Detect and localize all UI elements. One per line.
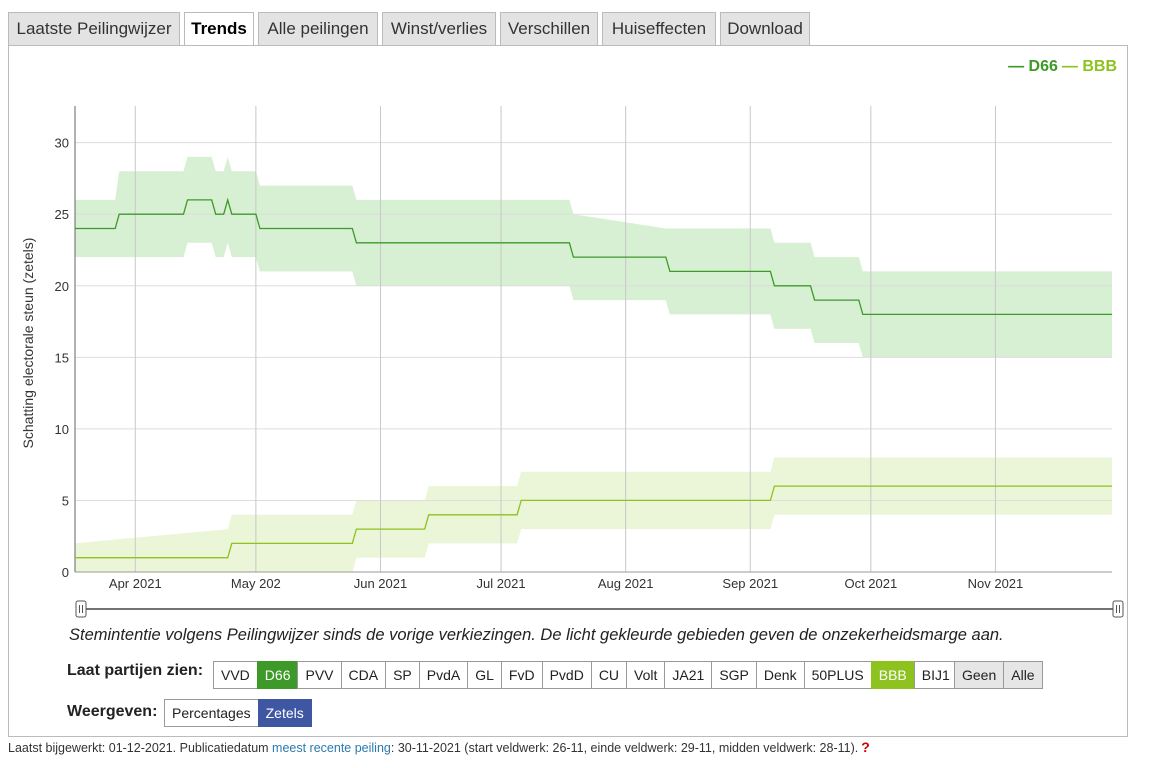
tab-laatste-peilingwijzer[interactable]: Laatste Peilingwijzer: [8, 12, 180, 45]
footer: Laatst bijgewerkt: 01-12-2021. Publicati…: [8, 739, 870, 755]
tab-winst-verlies[interactable]: Winst/verlies: [382, 12, 496, 45]
x-tick-label: Aug 2021: [598, 576, 654, 591]
legend-item-d66: — D66: [1008, 58, 1058, 75]
display-buttons: Percentages Zetels: [164, 699, 312, 727]
quick-buttons: Geen Alle: [954, 661, 1043, 689]
party-button-pvda[interactable]: PvdA: [418, 661, 469, 689]
slider-handle-left[interactable]: [75, 600, 87, 618]
x-tick-label: Nov 2021: [968, 576, 1024, 591]
y-tick-label: 30: [55, 136, 69, 151]
display-percentages-button[interactable]: Percentages: [164, 699, 259, 727]
trend-chart: 0 5 10 15 20 25 30 Apr 2021 May 202 Jun 2021 Jul 2…: [20, 106, 1124, 618]
party-button-vvd[interactable]: VVD: [213, 661, 258, 689]
series-line-bbb: [75, 485, 1112, 559]
slider-handle-right[interactable]: [1112, 600, 1124, 618]
party-button-d66[interactable]: D66: [256, 661, 299, 689]
series-line-d66: [75, 197, 1112, 316]
help-icon[interactable]: ?: [861, 739, 870, 755]
footer-prefix: Laatst bijgewerkt: 01-12-2021. Publicati…: [8, 741, 273, 755]
x-tick-label: Sep 2021: [722, 576, 778, 591]
footer-suffix: : 30-11-2021 (start veldwerk: 26-11, ein…: [390, 741, 859, 755]
display-label: Weergeven:: [67, 703, 158, 720]
x-tick-label: Jul 2021: [476, 576, 525, 591]
party-button-cda[interactable]: CDA: [340, 661, 387, 689]
party-buttons: VVD D66 PVV CDA SP PvdA GL FvD PvdD CU Volt JA21 SGP…: [213, 661, 958, 689]
party-button-cu[interactable]: CU: [590, 661, 628, 689]
y-tick-label: 0: [62, 565, 69, 580]
y-tick-label: 10: [55, 422, 69, 437]
chart-panel: — D66— BBB 0 5 10 15 20 25 30 Apr 2021 May 202 Ju…: [8, 45, 1128, 737]
y-tick-label: 20: [55, 279, 69, 294]
party-button-volt[interactable]: Volt: [626, 661, 666, 689]
party-button-bij1[interactable]: BIJ1: [913, 661, 958, 689]
tab-verschillen[interactable]: Verschillen: [500, 12, 598, 45]
tab-alle-peilingen[interactable]: Alle peilingen: [258, 12, 378, 45]
tab-download[interactable]: Download: [720, 12, 810, 45]
party-button-gl[interactable]: GL: [467, 661, 502, 689]
legend: — D66— BBB: [1004, 58, 1117, 76]
x-tick-label: Oct 2021: [844, 576, 897, 591]
y-tick-label: 5: [62, 493, 69, 508]
party-button-sp[interactable]: SP: [385, 661, 420, 689]
uncertainty-band-bbb: [75, 457, 1112, 572]
y-axis-label: Schatting electorale steun (zetels): [20, 238, 36, 449]
x-tick-label: Jun 2021: [354, 576, 408, 591]
parties-label: Laat partijen zien:: [67, 662, 204, 679]
recent-poll-link[interactable]: meest recente peiling: [272, 741, 391, 755]
party-button-bbb[interactable]: BBB: [870, 661, 915, 689]
legend-item-bbb: — BBB: [1061, 58, 1117, 75]
party-button-sgp[interactable]: SGP: [711, 661, 757, 689]
chart-caption: Stemintentie volgens Peilingwijzer sinds…: [69, 626, 1004, 644]
party-button-denk[interactable]: Denk: [755, 661, 805, 689]
y-tick-label: 15: [55, 350, 69, 365]
display-zetels-button[interactable]: Zetels: [257, 699, 312, 727]
y-tick-label: 25: [55, 207, 69, 222]
party-button-pvv[interactable]: PVV: [297, 661, 342, 689]
party-button-ja21[interactable]: JA21: [664, 661, 713, 689]
party-button-pvdd[interactable]: PvdD: [541, 661, 592, 689]
geen-button[interactable]: Geen: [954, 661, 1005, 689]
tab-huiseffecten[interactable]: Huiseffecten: [602, 12, 716, 45]
alle-button[interactable]: Alle: [1003, 661, 1043, 689]
x-tick-label: May 202: [231, 576, 281, 591]
party-button-fvd[interactable]: FvD: [500, 661, 543, 689]
tab-trends[interactable]: Trends: [184, 12, 254, 46]
x-tick-label: Apr 2021: [109, 576, 162, 591]
party-button-50plus[interactable]: 50PLUS: [803, 661, 872, 689]
